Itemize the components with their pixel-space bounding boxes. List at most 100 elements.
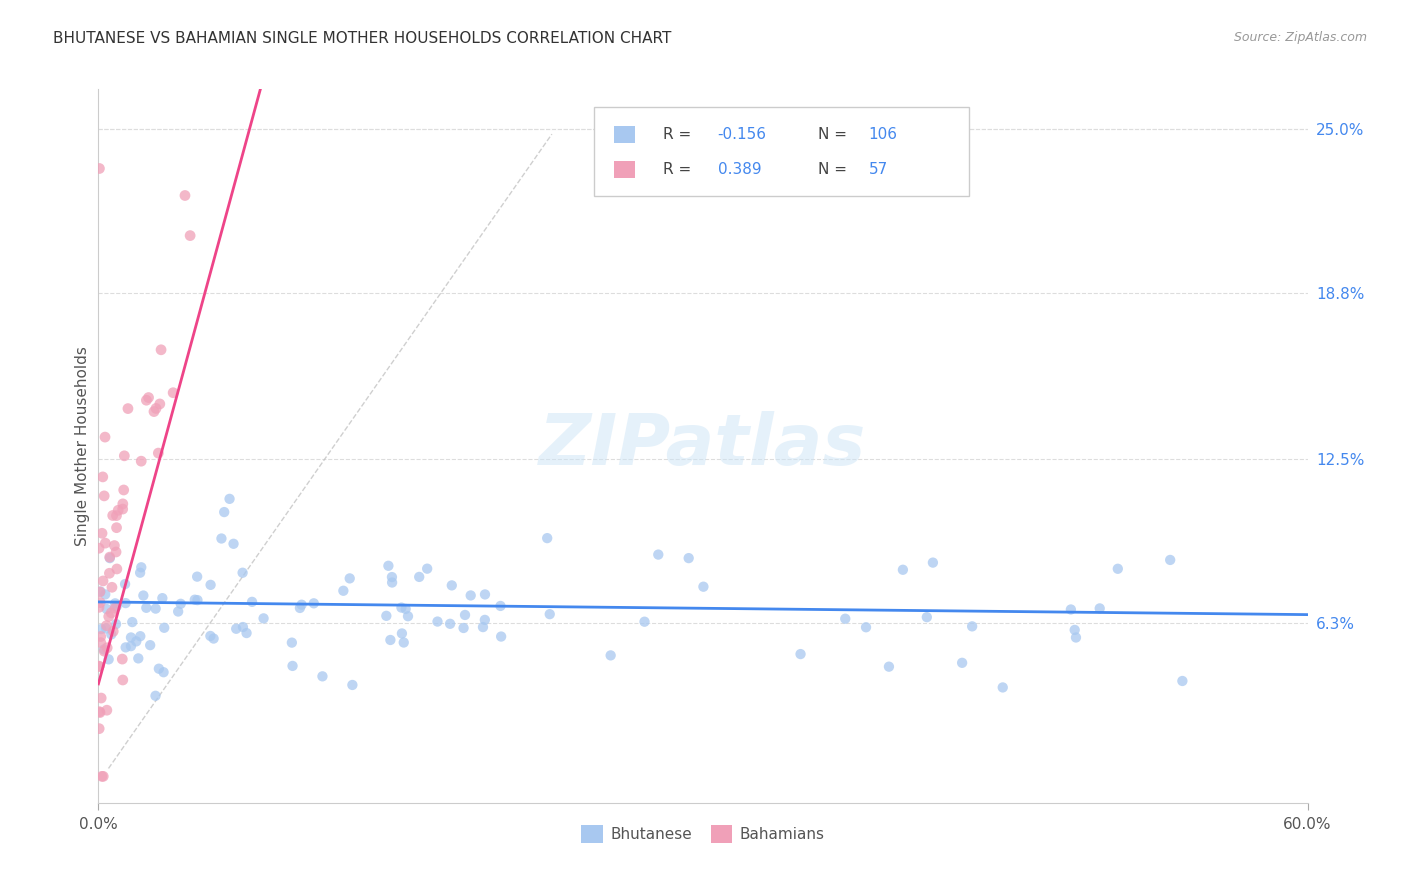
Text: BHUTANESE VS BAHAMIAN SINGLE MOTHER HOUSEHOLDS CORRELATION CHART: BHUTANESE VS BAHAMIAN SINGLE MOTHER HOUS… [53,31,672,46]
Point [105,599,128,614]
Point [145,689,167,703]
Point [112,483,135,497]
Point [129,629,152,643]
Point [120,639,142,653]
Point [129,566,152,580]
Point [332,583,354,598]
Point [1107,562,1129,576]
Point [111,502,134,516]
Point [150,343,173,357]
Point [1063,623,1085,637]
Point [1088,601,1111,615]
Point [392,635,415,649]
Point [149,397,172,411]
Point [381,575,404,590]
Point [91,526,114,541]
Point [395,602,418,616]
Point [100,627,122,641]
Text: 106: 106 [869,127,897,142]
FancyBboxPatch shape [613,161,634,178]
Text: 57: 57 [869,161,889,177]
Point [90,769,112,783]
Point [162,385,184,400]
Point [90,630,112,644]
Point [311,669,333,683]
Point [647,548,669,562]
Point [454,607,477,622]
Point [129,560,152,574]
Text: ZIPatlas: ZIPatlas [540,411,866,481]
Point [90,622,112,636]
Point [877,659,900,673]
Point [139,638,162,652]
Point [200,578,222,592]
Point [1159,553,1181,567]
Point [94,430,117,444]
Point [98,566,121,581]
Point [105,562,128,576]
Point [391,600,413,615]
Point [97,609,120,624]
Point [302,596,325,610]
Point [96,640,118,655]
FancyBboxPatch shape [613,126,634,143]
Point [127,651,149,665]
Text: -0.156: -0.156 [717,127,766,142]
Point [922,556,945,570]
Point [145,601,167,615]
Point [87,541,110,556]
Point [153,621,176,635]
Point [89,722,111,736]
Point [291,598,314,612]
Point [375,608,398,623]
Point [125,634,148,648]
Point [89,596,111,610]
Y-axis label: Single Mother Households: Single Mother Households [75,346,90,546]
Point [218,491,240,506]
Point [174,188,197,202]
Point [222,537,245,551]
Point [855,620,877,634]
Point [91,769,114,783]
Point [212,505,235,519]
Point [112,449,135,463]
Point [107,503,129,517]
Point [377,558,399,573]
Point [453,621,475,635]
Point [105,521,128,535]
Point [98,550,121,565]
Point [240,595,263,609]
Point [235,626,257,640]
Point [1060,602,1083,616]
Point [120,631,142,645]
Point [167,605,190,619]
Point [96,618,118,632]
Point [991,681,1014,695]
Point [103,539,125,553]
Point [489,630,512,644]
Point [143,404,166,418]
Point [135,600,157,615]
Point [93,642,115,657]
Point [87,600,110,615]
Point [891,563,914,577]
Point [138,391,160,405]
Point [105,508,128,523]
Point [170,597,193,611]
Point [114,640,136,655]
Point [202,632,225,646]
Point [94,587,117,601]
FancyBboxPatch shape [595,107,969,196]
Point [538,607,561,622]
Point [87,659,110,673]
Point [100,606,122,620]
Point [380,632,402,647]
Point [439,616,461,631]
Point [89,161,111,176]
Point [150,591,173,606]
Point [232,620,254,634]
Point [281,659,304,673]
Point [89,585,111,599]
Text: R =: R = [664,127,696,142]
Point [232,566,254,580]
